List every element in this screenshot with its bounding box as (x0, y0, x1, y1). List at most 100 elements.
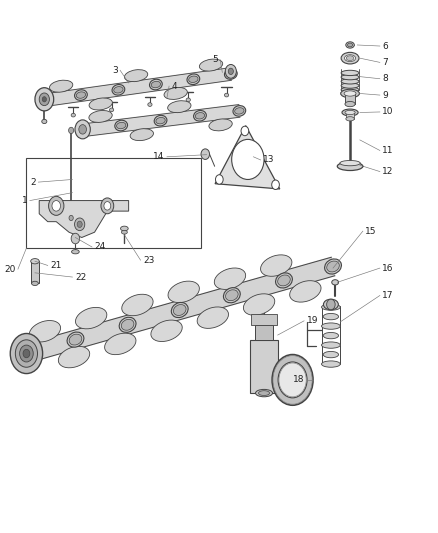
Ellipse shape (20, 348, 33, 359)
Ellipse shape (341, 75, 359, 80)
Circle shape (201, 149, 209, 159)
Ellipse shape (327, 261, 339, 272)
Ellipse shape (340, 160, 360, 166)
Ellipse shape (347, 43, 353, 47)
Text: 6: 6 (382, 42, 388, 51)
Ellipse shape (344, 91, 356, 96)
Text: 13: 13 (263, 156, 275, 165)
Ellipse shape (39, 97, 48, 103)
Ellipse shape (323, 313, 339, 320)
Ellipse shape (341, 90, 360, 98)
Circle shape (327, 299, 335, 310)
Ellipse shape (149, 79, 162, 90)
Text: 3: 3 (112, 66, 117, 75)
Circle shape (215, 175, 223, 184)
Ellipse shape (321, 323, 340, 329)
Text: 23: 23 (143, 256, 155, 265)
Bar (251, 341, 278, 393)
Ellipse shape (58, 346, 90, 368)
Circle shape (101, 198, 114, 214)
Text: 4: 4 (172, 82, 177, 91)
Ellipse shape (341, 87, 359, 92)
Polygon shape (43, 68, 231, 107)
Ellipse shape (337, 162, 363, 171)
Circle shape (39, 93, 49, 106)
Ellipse shape (244, 294, 275, 315)
Ellipse shape (76, 92, 85, 98)
Ellipse shape (77, 127, 86, 134)
Circle shape (272, 180, 279, 190)
Ellipse shape (346, 56, 354, 61)
Ellipse shape (148, 103, 152, 107)
Ellipse shape (130, 128, 153, 141)
Circle shape (225, 64, 237, 78)
Ellipse shape (18, 346, 35, 361)
Text: 19: 19 (307, 316, 318, 325)
Ellipse shape (156, 117, 165, 124)
Text: 18: 18 (293, 375, 305, 384)
Circle shape (75, 120, 90, 139)
Ellipse shape (120, 226, 128, 231)
Ellipse shape (255, 390, 272, 397)
Ellipse shape (119, 317, 136, 333)
Ellipse shape (171, 302, 188, 318)
Ellipse shape (341, 70, 359, 76)
Ellipse shape (110, 108, 114, 112)
Ellipse shape (151, 82, 161, 88)
Ellipse shape (115, 120, 127, 131)
Ellipse shape (74, 90, 87, 100)
Ellipse shape (31, 259, 39, 264)
Ellipse shape (261, 255, 292, 276)
Text: 16: 16 (382, 264, 394, 272)
Ellipse shape (194, 110, 206, 121)
Ellipse shape (321, 361, 340, 367)
Text: 14: 14 (153, 152, 164, 161)
Ellipse shape (154, 115, 167, 126)
Ellipse shape (89, 98, 113, 110)
Ellipse shape (189, 76, 198, 83)
Ellipse shape (42, 119, 47, 124)
Circle shape (10, 334, 42, 374)
Ellipse shape (214, 268, 246, 289)
Ellipse shape (233, 106, 246, 116)
Text: 12: 12 (382, 167, 394, 176)
Ellipse shape (224, 93, 229, 97)
Text: 20: 20 (4, 265, 15, 273)
Text: 11: 11 (382, 146, 394, 155)
Ellipse shape (37, 95, 50, 106)
Circle shape (15, 340, 38, 367)
Polygon shape (81, 104, 240, 137)
Ellipse shape (186, 98, 191, 102)
Ellipse shape (323, 351, 339, 358)
Ellipse shape (168, 281, 199, 303)
Ellipse shape (164, 87, 187, 100)
Ellipse shape (75, 125, 88, 136)
Bar (26, 158, 201, 248)
Ellipse shape (114, 86, 123, 93)
Circle shape (77, 221, 82, 228)
Circle shape (71, 233, 80, 244)
Ellipse shape (121, 319, 134, 330)
Ellipse shape (71, 114, 75, 117)
Circle shape (232, 140, 264, 180)
Ellipse shape (346, 42, 354, 48)
Text: 8: 8 (382, 74, 388, 83)
Circle shape (228, 68, 233, 75)
Ellipse shape (226, 71, 236, 77)
Circle shape (69, 215, 73, 221)
Circle shape (20, 345, 33, 362)
Ellipse shape (290, 281, 321, 302)
Text: 17: 17 (382, 291, 394, 300)
Ellipse shape (323, 333, 339, 339)
Circle shape (35, 88, 54, 111)
Ellipse shape (235, 108, 244, 114)
Ellipse shape (226, 290, 238, 301)
Bar (345, 93, 355, 104)
Polygon shape (25, 257, 335, 363)
Text: 7: 7 (382, 58, 388, 67)
Circle shape (241, 126, 249, 136)
Ellipse shape (323, 299, 338, 310)
Ellipse shape (341, 79, 359, 84)
Text: 9: 9 (382, 91, 388, 100)
Ellipse shape (69, 334, 82, 345)
